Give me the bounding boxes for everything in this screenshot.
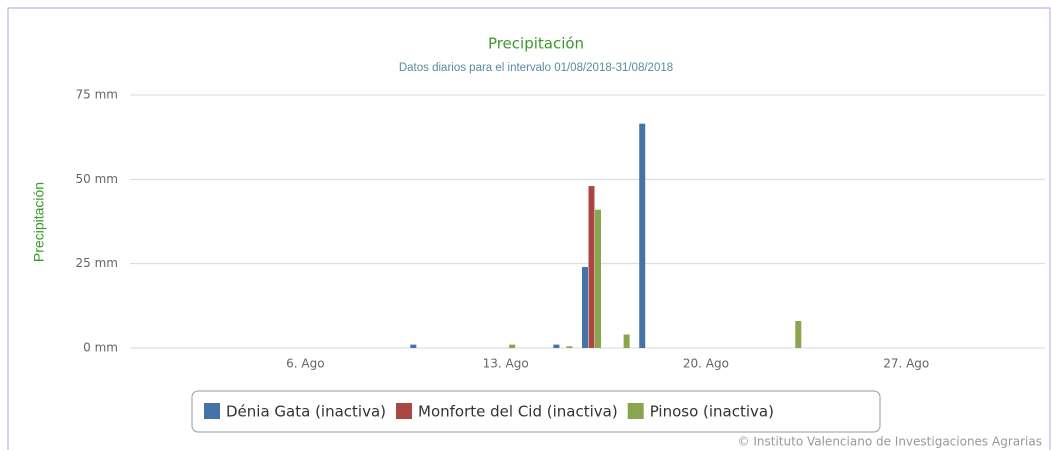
y-axis-label: Precipitación	[31, 182, 47, 262]
legend-swatch	[396, 403, 413, 419]
bar	[595, 209, 601, 348]
legend-label: Pinoso (inactiva)	[650, 403, 774, 421]
y-tick-label: 0 mm	[83, 341, 118, 355]
bar	[623, 334, 630, 348]
legend-label: Monforte del Cid (inactiva)	[418, 403, 618, 421]
legend-box	[191, 390, 881, 433]
y-tick-label: 25 mm	[76, 256, 118, 270]
bar	[588, 186, 595, 348]
chart-title: Precipitación	[488, 35, 584, 53]
y-tick-label: 75 mm	[76, 88, 118, 102]
bar	[582, 267, 588, 348]
credits: © Instituto Valenciano de Investigacione…	[738, 435, 1042, 449]
x-tick-label: 27. Ago	[883, 357, 929, 371]
frame	[7, 7, 1051, 450]
chart-subtitle: Datos diarios para el intervalo 01/08/20…	[399, 62, 673, 74]
legend-swatch	[627, 403, 644, 419]
bar	[639, 123, 646, 348]
x-tick-label: 13. Ago	[483, 357, 529, 371]
x-tick-label: 20. Ago	[683, 357, 729, 371]
bar	[509, 344, 516, 348]
bar	[410, 344, 417, 348]
bar	[795, 321, 802, 348]
legend-swatch	[204, 403, 220, 419]
y-tick-label: 50 mm	[76, 172, 118, 186]
x-tick-label: 6. Ago	[286, 357, 324, 371]
bar	[553, 344, 560, 348]
bar	[566, 346, 573, 348]
legend-label: Dénia Gata (inactiva)	[226, 403, 386, 421]
